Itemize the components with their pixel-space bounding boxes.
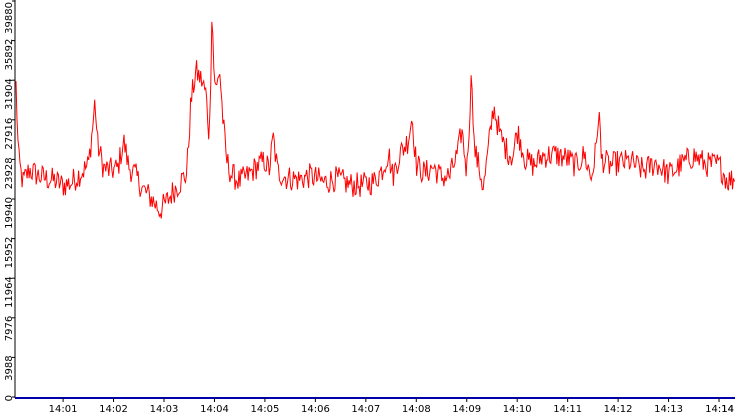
y-tick-label: 0 <box>4 395 15 401</box>
x-tick-label: 14:13 <box>654 404 683 415</box>
series-line <box>15 21 735 219</box>
x-tick-label: 14:09 <box>452 404 481 415</box>
x-tick-label: 14:06 <box>301 404 330 415</box>
y-tick-label: 39880 <box>4 2 15 34</box>
y-axis-ticks: 0 3988 7976 11964 15952 19940 23928 27916 31904 3… <box>4 0 15 401</box>
y-tick-label: 31904 <box>4 78 15 110</box>
x-tick-label: 14:10 <box>503 404 532 415</box>
series-layer <box>15 21 735 219</box>
x-tick-label: 14:07 <box>351 404 380 415</box>
y-tick-label: 7976 <box>4 316 15 341</box>
x-tick-label: 14:04 <box>200 404 229 415</box>
x-tick-label: 14:05 <box>250 404 279 415</box>
plot-area: 0 3988 7976 11964 15952 19940 23928 27916 31904 3… <box>4 0 735 415</box>
x-axis-ticks: 14:01 14:02 14:03 14:04 14:05 14:06 14:07 14:08… <box>49 398 734 415</box>
y-tick-label: 35892 <box>4 39 15 71</box>
x-tick-label: 14:14 <box>705 404 734 415</box>
x-tick-label: 14:01 <box>49 404 78 415</box>
y-tick-label: 27916 <box>4 118 15 150</box>
y-tick-label: 3988 <box>4 355 15 380</box>
y-tick-label: 23928 <box>4 157 15 189</box>
x-tick-label: 14 <box>721 404 734 415</box>
x-tick-label: 14:08 <box>402 404 431 415</box>
y-tick-label: 19940 <box>4 197 15 229</box>
y-tick-label: 15952 <box>4 237 15 269</box>
y-tick-label: 11964 <box>4 276 15 308</box>
x-tick-label: 14:03 <box>150 404 179 415</box>
x-tick-label: 14:12 <box>604 404 633 415</box>
x-tick-label: 14:11 <box>553 404 582 415</box>
x-tick-label: 14:02 <box>99 404 128 415</box>
